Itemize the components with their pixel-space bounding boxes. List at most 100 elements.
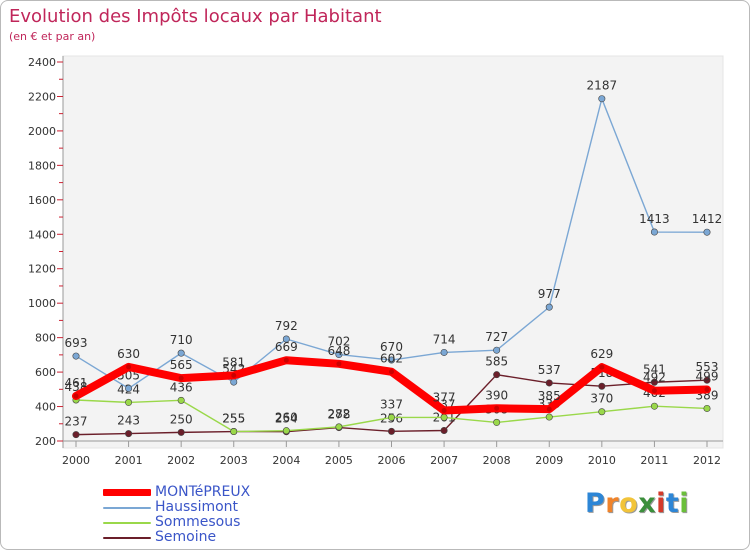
data-point bbox=[704, 386, 710, 392]
legend-swatch bbox=[103, 537, 151, 539]
logo-letter: i bbox=[656, 488, 666, 519]
data-point bbox=[72, 431, 80, 439]
x-tick-label: 2006 bbox=[378, 454, 406, 467]
data-point bbox=[493, 346, 501, 354]
data-point bbox=[73, 393, 79, 399]
data-label: 727 bbox=[485, 330, 508, 344]
data-point bbox=[441, 408, 447, 414]
data-label: 461 bbox=[65, 376, 88, 390]
data-point bbox=[125, 384, 133, 392]
data-point bbox=[177, 396, 185, 404]
data-point bbox=[545, 303, 553, 311]
data-label: 390 bbox=[485, 388, 508, 402]
data-label: 630 bbox=[117, 347, 140, 361]
data-label: 377 bbox=[433, 391, 456, 405]
data-point bbox=[650, 228, 658, 236]
data-point bbox=[703, 376, 711, 384]
data-point bbox=[178, 375, 184, 381]
data-label: 629 bbox=[590, 347, 613, 361]
data-label: 237 bbox=[65, 415, 88, 429]
data-point bbox=[598, 95, 606, 103]
data-point bbox=[493, 418, 501, 426]
x-tick-label: 2003 bbox=[220, 454, 248, 467]
x-tick-label: 2007 bbox=[430, 454, 458, 467]
legend-swatch bbox=[103, 489, 151, 496]
data-point bbox=[282, 427, 290, 435]
data-label: 693 bbox=[65, 336, 88, 350]
data-label: 669 bbox=[275, 340, 298, 354]
data-label: 977 bbox=[538, 287, 561, 301]
legend-swatch bbox=[103, 507, 151, 509]
y-tick-label: 600 bbox=[35, 366, 56, 379]
data-label: 585 bbox=[485, 355, 508, 369]
data-point bbox=[598, 408, 606, 416]
data-point bbox=[703, 404, 711, 412]
x-tick-label: 2005 bbox=[325, 454, 353, 467]
data-label: 255 bbox=[222, 412, 245, 426]
y-tick-label: 2400 bbox=[28, 56, 56, 69]
series-semoine: 237243250255254278256261585537518541553 bbox=[65, 355, 719, 439]
data-point bbox=[336, 361, 342, 367]
data-label: 243 bbox=[117, 414, 140, 428]
legend-label: Sommesous bbox=[155, 514, 241, 530]
data-point bbox=[230, 378, 238, 386]
data-label: 1413 bbox=[639, 212, 670, 226]
data-point bbox=[440, 426, 448, 434]
data-label: 565 bbox=[170, 358, 193, 372]
data-point bbox=[387, 413, 395, 421]
data-point bbox=[231, 372, 237, 378]
data-point bbox=[387, 427, 395, 435]
data-point bbox=[493, 371, 501, 379]
data-label: 255 bbox=[222, 412, 245, 426]
x-tick-label: 2000 bbox=[62, 454, 90, 467]
data-label: 499 bbox=[696, 369, 719, 383]
logo-letter: x bbox=[638, 488, 657, 519]
data-point bbox=[125, 430, 133, 438]
y-tick-label: 2200 bbox=[28, 90, 56, 103]
data-point bbox=[335, 351, 343, 359]
data-label: 581 bbox=[222, 355, 245, 369]
data-point bbox=[387, 356, 395, 364]
data-point bbox=[126, 364, 132, 370]
y-tick-label: 400 bbox=[35, 401, 56, 414]
data-point bbox=[230, 428, 238, 436]
data-point bbox=[650, 378, 658, 386]
logo-letter: t bbox=[665, 488, 680, 519]
data-point bbox=[283, 357, 289, 363]
x-tick-label: 2010 bbox=[588, 454, 616, 467]
x-tick-label: 2008 bbox=[483, 454, 511, 467]
y-tick-label: 1600 bbox=[28, 194, 56, 207]
data-label: 385 bbox=[538, 389, 561, 403]
data-point bbox=[335, 423, 343, 431]
data-point bbox=[177, 349, 185, 357]
data-point bbox=[545, 413, 553, 421]
x-tick-label: 2009 bbox=[535, 454, 563, 467]
x-tick-label: 2004 bbox=[272, 454, 300, 467]
y-tick-label: 1000 bbox=[28, 297, 56, 310]
y-tick-label: 800 bbox=[35, 332, 56, 345]
data-point bbox=[546, 406, 552, 412]
legend-label: Semoine bbox=[155, 529, 217, 545]
y-tick-label: 1200 bbox=[28, 263, 56, 276]
data-point bbox=[599, 364, 605, 370]
x-tick-label: 2002 bbox=[167, 454, 195, 467]
data-point bbox=[125, 398, 133, 406]
data-label: 436 bbox=[170, 380, 193, 394]
series-mont-preux: 461 630 565 581 669 648 602 377 390 385 629 492 499 bbox=[65, 340, 719, 415]
data-point bbox=[650, 402, 658, 410]
data-label: 337 bbox=[380, 397, 403, 411]
chart-subtitle: (en € et par an) bbox=[9, 30, 96, 43]
data-point bbox=[177, 428, 185, 436]
data-label: 254 bbox=[275, 412, 298, 426]
data-point bbox=[494, 405, 500, 411]
data-point bbox=[545, 379, 553, 387]
data-label: 553 bbox=[696, 360, 719, 374]
data-label: 792 bbox=[275, 319, 298, 333]
logo-letter: r bbox=[605, 488, 620, 519]
plot-area bbox=[62, 55, 724, 449]
logo-letter: i bbox=[679, 488, 690, 519]
data-point bbox=[389, 369, 394, 375]
data-label: 670 bbox=[380, 340, 403, 354]
